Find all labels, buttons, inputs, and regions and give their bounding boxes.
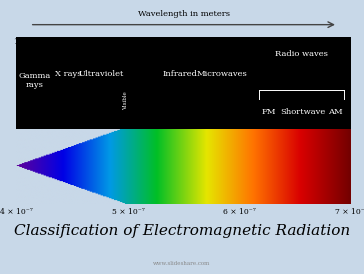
Text: www.slideshare.com: www.slideshare.com xyxy=(153,261,211,266)
Text: FM: FM xyxy=(262,108,277,116)
Text: 5 × 10⁻⁷: 5 × 10⁻⁷ xyxy=(111,208,144,216)
Text: Wavelength in meters: Wavelength in meters xyxy=(138,10,230,18)
Text: Shortwave: Shortwave xyxy=(280,108,325,116)
Text: X rays: X rays xyxy=(55,70,82,78)
Text: Classification of Electromagnetic Radiation: Classification of Electromagnetic Radiat… xyxy=(14,224,350,238)
Text: Visible: Visible xyxy=(123,91,128,110)
Text: 10⁴: 10⁴ xyxy=(323,38,336,47)
Text: 10⁻¹²: 10⁻¹² xyxy=(13,38,33,47)
Text: 10⁻⁴: 10⁻⁴ xyxy=(160,38,177,47)
Text: Gamma
rays: Gamma rays xyxy=(19,72,51,89)
Text: Ultraviolet: Ultraviolet xyxy=(79,70,124,78)
Text: 7 × 10⁻⁷: 7 × 10⁻⁷ xyxy=(335,208,364,216)
Text: 1: 1 xyxy=(233,38,238,47)
Text: 4 × 10⁻⁷: 4 × 10⁻⁷ xyxy=(99,38,131,47)
Text: 10⁻⁸: 10⁻⁸ xyxy=(78,38,95,47)
Text: Infrared: Infrared xyxy=(163,70,198,78)
Text: 10⁻¹⁰: 10⁻¹⁰ xyxy=(45,38,65,47)
Text: AM: AM xyxy=(328,108,343,116)
Text: 10²: 10² xyxy=(268,38,281,47)
Text: 7 × 10⁻⁷: 7 × 10⁻⁷ xyxy=(119,38,152,47)
Text: 10⁻²: 10⁻² xyxy=(194,38,211,47)
Text: Radio waves: Radio waves xyxy=(275,50,328,58)
Text: 4 × 10⁻⁷: 4 × 10⁻⁷ xyxy=(0,208,33,216)
Text: Microwaves: Microwaves xyxy=(197,70,248,78)
FancyBboxPatch shape xyxy=(16,37,351,204)
FancyBboxPatch shape xyxy=(16,37,351,131)
Text: 6 × 10⁻⁷: 6 × 10⁻⁷ xyxy=(223,208,256,216)
